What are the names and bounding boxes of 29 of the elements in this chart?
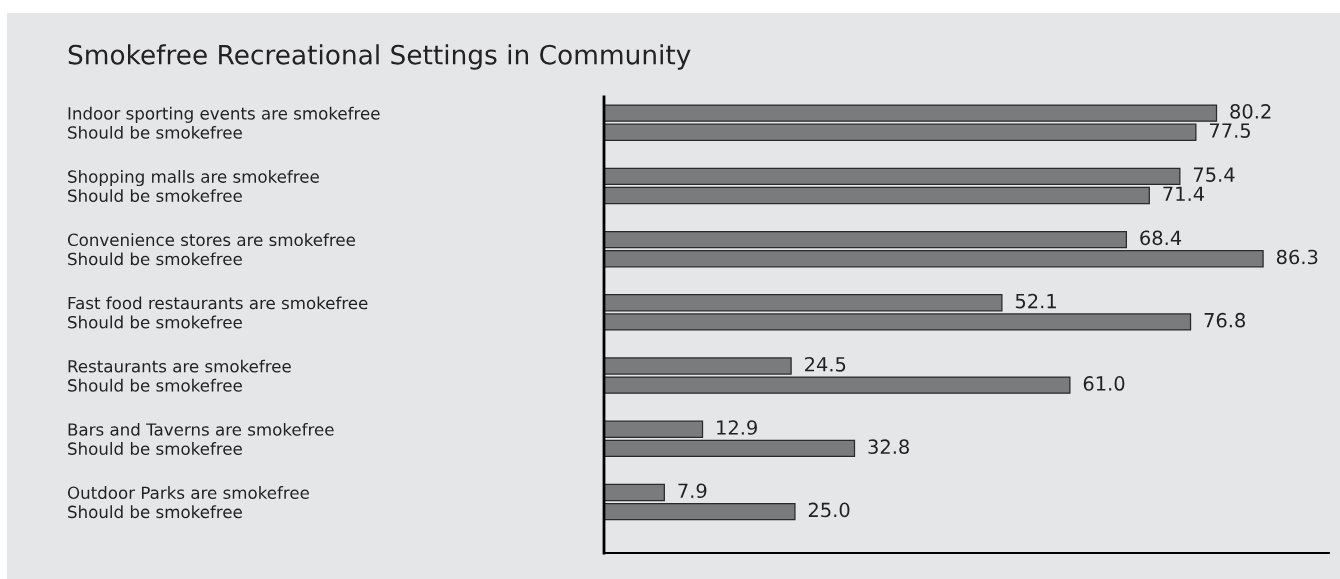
data-label: 7.9: [678, 483, 707, 499]
data-label: 71.4: [1163, 186, 1204, 201]
data-label: 76.8: [1204, 312, 1245, 328]
data-label: 77.5: [1209, 123, 1250, 138]
y-tick-label: Should be smokefree: [68, 252, 242, 266]
y-tick-label: Outdoor Parks are smokefree: [67, 486, 309, 500]
data-label: 25.0: [808, 502, 850, 518]
y-tick-label: Restaurants are smokefree: [68, 359, 291, 373]
y-tick-label: Shopping malls are smokefree: [68, 169, 319, 187]
data-label: 75.4: [1193, 167, 1235, 182]
y-tick-label: Should be smokefree: [68, 189, 242, 203]
y-tick-label: Should be smokefree: [68, 442, 242, 455]
data-label: 52.1: [1015, 293, 1056, 309]
data-label: 61.0: [1083, 376, 1125, 391]
y-tick-label: Should be smokefree: [68, 125, 242, 139]
y-tick-label: Should be smokefree: [68, 315, 242, 329]
data-label: 24.5: [805, 356, 846, 372]
data-label: 86.3: [1276, 249, 1318, 265]
data-label: 68.4: [1140, 230, 1182, 246]
y-tick-label: Convenience stores are smokefree: [67, 233, 355, 247]
data-label: 12.9: [717, 420, 757, 435]
y-tick-label: Should be smokefree: [68, 378, 242, 392]
data-label: 32.8: [868, 439, 909, 455]
y-tick-label: Bars and Taverns are smokefree: [68, 422, 334, 436]
y-tick-label: Fast food restaurants are smokefree: [68, 296, 368, 310]
text: Smokefree Recreational Settings in Community: [68, 44, 691, 70]
data-label: 80.2: [1230, 104, 1271, 119]
y-tick-label: Should be smokefree: [68, 505, 242, 519]
y-tick-label: Indoor sporting events are smokefree: [68, 106, 380, 123]
